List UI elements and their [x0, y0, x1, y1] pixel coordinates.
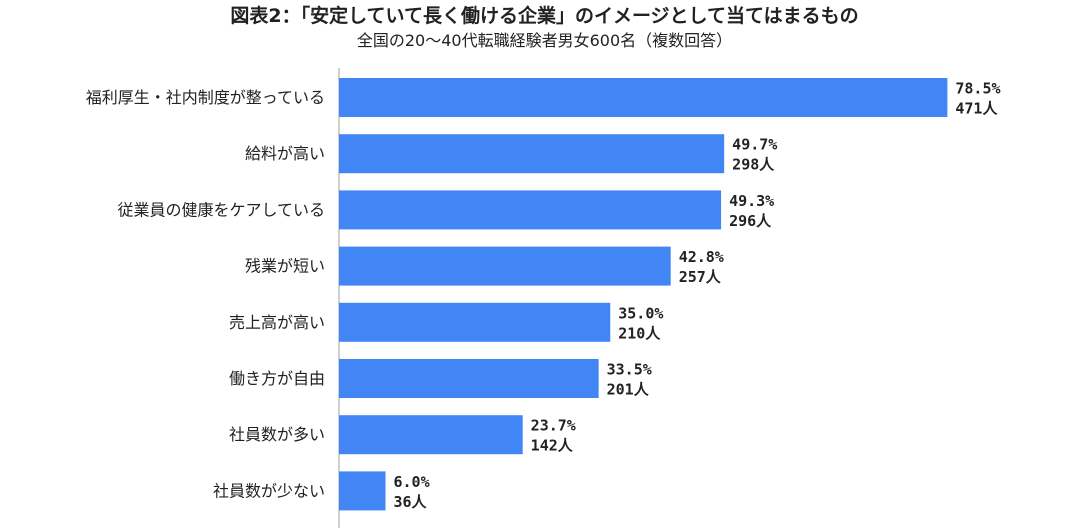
bar	[339, 302, 611, 342]
count-label: 296人	[729, 212, 772, 230]
bar	[339, 78, 948, 117]
count-label: 142人	[531, 437, 574, 455]
percent-label: 49.7%	[732, 136, 777, 154]
category-label: 働き方が自由	[229, 369, 325, 388]
count-label: 471人	[955, 100, 998, 118]
bar	[339, 246, 671, 286]
bar	[339, 190, 722, 230]
percent-label: 6.0%	[394, 473, 430, 491]
category-label: 残業が短い	[245, 257, 325, 276]
count-label: 257人	[679, 268, 722, 286]
category-label: 福利厚生・社内制度が整っている	[86, 88, 325, 107]
count-label: 210人	[618, 324, 661, 342]
percent-label: 78.5%	[955, 80, 1000, 98]
chart-title: 図表2：「安定していて長く働ける企業」のイメージとして当てはまるもの	[230, 5, 859, 27]
percent-label: 23.7%	[531, 417, 576, 435]
percent-label: 42.8%	[679, 248, 724, 266]
bar	[339, 359, 599, 398]
category-label: 給料が高い	[245, 144, 325, 163]
bar	[339, 134, 725, 174]
bar	[339, 471, 386, 511]
count-label: 298人	[732, 156, 775, 174]
category-label: 社員数が多い	[229, 425, 325, 444]
percent-label: 35.0%	[618, 304, 663, 322]
percent-label: 33.5%	[607, 361, 652, 379]
chart-subtitle: 全国の20～40代転職経験者男女600名（複数回答）	[356, 31, 733, 50]
percent-label: 49.3%	[729, 192, 774, 210]
count-label: 201人	[607, 381, 650, 399]
category-label: 売上高が高い	[229, 313, 325, 332]
count-label: 36人	[394, 493, 428, 511]
category-label: 社員数が少ない	[213, 481, 325, 500]
bar	[339, 415, 523, 455]
category-label: 従業員の健康をケアしている	[117, 200, 325, 219]
